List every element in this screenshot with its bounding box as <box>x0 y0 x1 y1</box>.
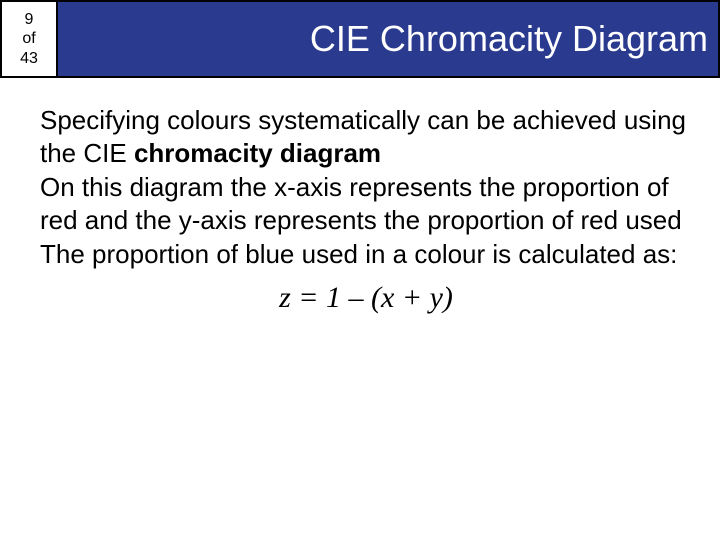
slide-header: 9 of 43 CIE Chromacity Diagram <box>0 0 720 78</box>
paragraph-3: The proportion of blue used in a colour … <box>40 238 692 271</box>
slide-body: Specifying colours systematically can be… <box>0 78 720 315</box>
page-current: 9 <box>25 10 34 29</box>
paragraph-2: On this diagram the x-axis represents th… <box>40 171 692 236</box>
slide-title: CIE Chromacity Diagram <box>310 18 708 60</box>
paragraph-1: Specifying colours systematically can be… <box>40 104 692 169</box>
equation: z = 1 – (x + y) <box>40 281 692 315</box>
page-counter: 9 of 43 <box>2 2 58 76</box>
page-total: 43 <box>20 49 38 68</box>
page-of-word: of <box>22 29 35 48</box>
title-bar: CIE Chromacity Diagram <box>58 2 718 76</box>
p1-text-bold: chromacity diagram <box>134 138 381 168</box>
